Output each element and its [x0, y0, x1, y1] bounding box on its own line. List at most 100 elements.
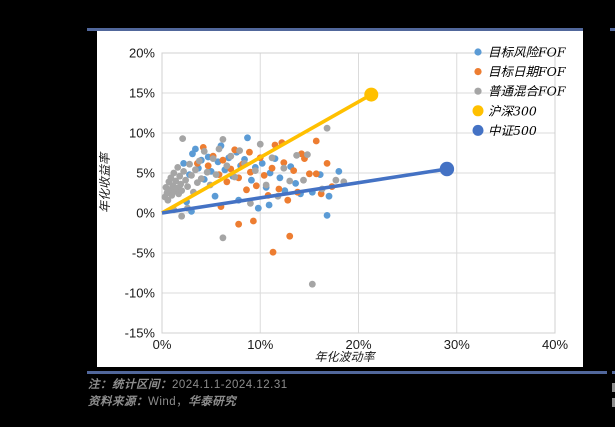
legend-marker-沪深300: [472, 105, 484, 117]
data-point-普通混合FOF: [215, 145, 223, 153]
x-axis-title: 年化波动率: [314, 350, 376, 364]
data-point-普通混合FOF: [174, 164, 182, 171]
data-point-普通混合FOF: [197, 175, 205, 183]
data-point-普通混合FOF: [164, 196, 172, 204]
y-tick-label: 15%: [129, 86, 155, 101]
legend-marker-中证500: [472, 124, 484, 136]
data-point-普通混合FOF: [247, 200, 254, 207]
data-point-普通混合FOF: [262, 181, 270, 189]
footer-source-line: 资料来源：Wind，华泰研究: [88, 395, 236, 409]
plot-frame: [161, 52, 556, 334]
data-point-普通混合FOF: [177, 180, 185, 188]
legend-label-沪深300: 沪深300: [488, 103, 537, 118]
y-tick-label: -15%: [125, 326, 156, 341]
data-point-目标日期FOF: [269, 248, 277, 256]
data-point-目标风险FOF: [292, 180, 300, 187]
data-point-目标日期FOF: [305, 170, 313, 178]
data-point-目标风险FOF: [323, 212, 331, 219]
data-point-普通混合FOF: [188, 172, 195, 179]
data-point-普通混合FOF: [212, 171, 220, 179]
data-point-普通混合FOF: [268, 154, 276, 162]
legend-label-目标日期FOF: 目标日期FOF: [488, 64, 567, 79]
data-point-普通混合FOF: [186, 160, 193, 168]
source-value-wind: Wind，: [148, 396, 189, 408]
data-point-目标日期FOF: [268, 164, 276, 172]
data-point-目标日期FOF: [312, 170, 320, 178]
data-point-普通混合FOF: [195, 157, 203, 165]
data-point-普通混合FOF: [209, 155, 217, 162]
data-point-普通混合FOF: [256, 140, 264, 148]
legend-label-普通混合FOF: 普通混合FOF: [488, 84, 567, 99]
clipped-text-fragment: [612, 398, 615, 407]
data-point-目标日期FOF: [243, 186, 250, 194]
right-edge-top-divider-fragment: [610, 28, 615, 31]
source-value-huatai: 华泰研究: [188, 394, 237, 408]
footer-note-line: 注：统计区间：2024.1.1-2024.12.31: [88, 378, 288, 392]
x-tick-label: 0%: [153, 337, 172, 352]
legend-label-中证500: 中证500: [488, 123, 537, 138]
data-point-目标日期FOF: [323, 160, 331, 167]
data-point-普通混合FOF: [219, 136, 227, 143]
data-point-普通混合FOF: [182, 176, 189, 184]
data-point-普通混合FOF: [178, 212, 186, 220]
y-tick-label: 5%: [136, 166, 155, 181]
data-point-目标风险FOF: [335, 168, 343, 175]
card-top-divider: [87, 28, 583, 31]
y-tick-label: 0%: [136, 206, 155, 221]
data-point-目标日期FOF: [286, 232, 294, 240]
data-point-普通混合FOF: [236, 147, 244, 154]
data-point-目标风险FOF: [254, 204, 262, 212]
y-axis-title: 年化收益率: [98, 151, 112, 213]
data-point-目标风险FOF: [325, 192, 333, 200]
data-point-目标日期FOF: [223, 178, 231, 186]
data-point-普通混合FOF: [286, 177, 294, 185]
data-point-普通混合FOF: [192, 166, 199, 174]
data-point-目标风险FOF: [258, 160, 266, 167]
data-point-目标日期FOF: [275, 185, 283, 193]
y-tick-label: 10%: [129, 126, 155, 141]
data-point-普通混合FOF: [251, 167, 259, 175]
data-point-目标日期FOF: [249, 217, 257, 225]
x-tick-label: 30%: [444, 337, 470, 352]
data-point-目标日期FOF: [246, 148, 253, 156]
index-line-中证500: [161, 167, 448, 215]
data-point-目标日期FOF: [260, 172, 268, 179]
data-point-普通混合FOF: [180, 168, 188, 175]
index-endpoint-中证500: [439, 161, 455, 177]
data-point-普通混合FOF: [184, 183, 191, 191]
data-point-目标日期FOF: [280, 159, 288, 167]
data-point-普通混合FOF: [176, 172, 184, 180]
data-point-普通混合FOF: [308, 280, 316, 288]
data-point-目标风险FOF: [192, 145, 199, 153]
index-line-沪深300: [161, 93, 373, 215]
data-point-普通混合FOF: [293, 152, 301, 159]
data-point-目标日期FOF: [235, 220, 243, 228]
index-endpoint-沪深300: [364, 87, 379, 102]
data-point-普通混合FOF: [170, 169, 178, 177]
data-point-目标风险FOF: [276, 174, 284, 182]
right-edge-footer-divider-fragment: [612, 371, 615, 374]
note-label: 注：统计区间：: [88, 377, 172, 391]
data-point-普通混合FOF: [332, 176, 340, 184]
x-tick-label: 10%: [247, 337, 273, 352]
x-tick-label: 20%: [345, 337, 371, 352]
x-tick-label: 40%: [542, 337, 568, 352]
data-point-普通混合FOF: [219, 234, 227, 242]
data-point-目标日期FOF: [204, 162, 212, 170]
data-point-目标日期FOF: [312, 137, 320, 145]
y-tick-label: -10%: [125, 286, 156, 301]
clipped-text-fragment: [612, 383, 615, 392]
data-point-目标风险FOF: [248, 176, 255, 184]
data-point-普通混合FOF: [223, 162, 231, 170]
data-point-普通混合FOF: [231, 173, 239, 181]
data-point-普通混合FOF: [179, 135, 187, 142]
legend-marker-目标日期FOF: [474, 68, 482, 76]
data-point-普通混合FOF: [304, 151, 311, 158]
data-point-目标日期FOF: [219, 156, 227, 164]
data-point-目标日期FOF: [284, 196, 292, 204]
footer-divider: [87, 371, 607, 374]
data-point-普通混合FOF: [300, 176, 307, 184]
source-label: 资料来源：: [88, 394, 148, 408]
y-tick-label: -5%: [132, 246, 156, 261]
